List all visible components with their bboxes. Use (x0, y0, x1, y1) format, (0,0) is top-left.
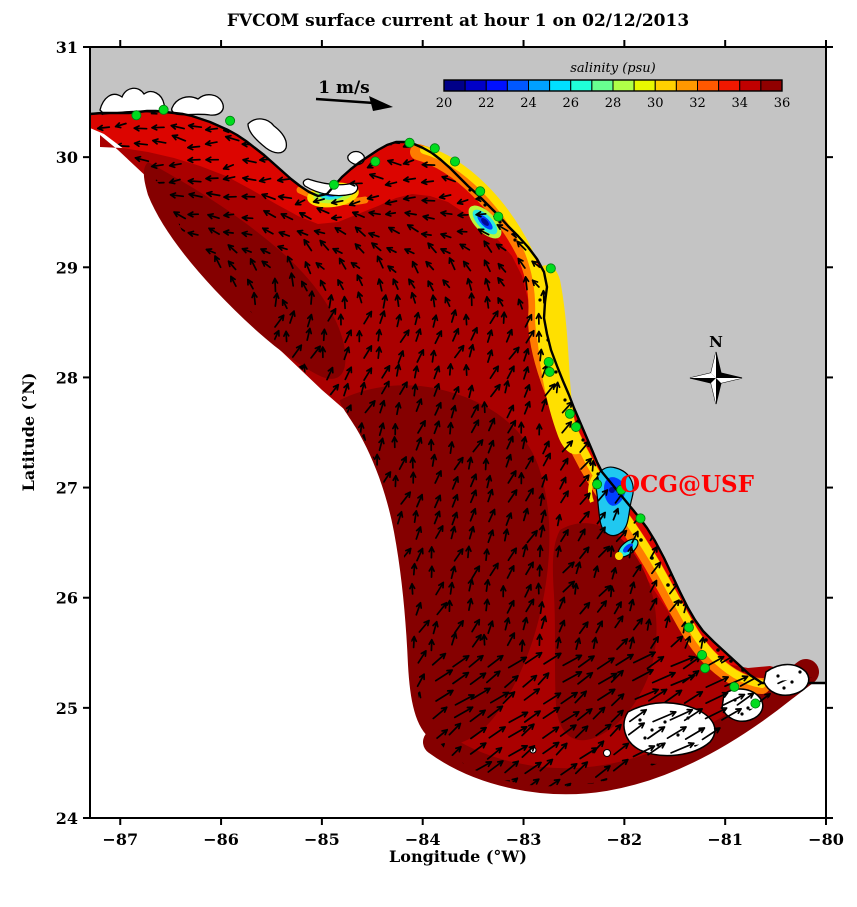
station-dot (429, 143, 440, 154)
station-dot (616, 484, 627, 495)
colorbar-tick-label: 22 (478, 96, 495, 111)
colorbar-cell (570, 79, 593, 92)
colorbar-cell (528, 79, 551, 92)
station-dot (683, 622, 694, 633)
station-dot (370, 156, 381, 167)
station-dot (697, 650, 708, 661)
colorbar-cell (464, 79, 487, 92)
compass-rose: N (689, 333, 743, 405)
x-tick-label: −85 (304, 830, 340, 849)
station-dot (635, 513, 646, 524)
station-dot (493, 211, 504, 222)
station-dot (700, 663, 711, 674)
tampa-bay (588, 466, 634, 537)
colorbar-tick-label: 36 (774, 96, 791, 111)
colorbar-label: salinity (psu) (570, 61, 655, 76)
x-tick-label: −87 (102, 830, 138, 849)
x-tick-label: −84 (405, 830, 441, 849)
station-dot (543, 356, 554, 367)
colorbar-cell (675, 79, 698, 92)
y-tick-label: 26 (56, 589, 78, 608)
salinity-band-36-south (552, 523, 657, 741)
station-dot (592, 479, 603, 490)
station-dot (750, 698, 761, 709)
station-dot (225, 115, 236, 126)
station-dot (544, 366, 555, 377)
colorbar-cell (443, 79, 466, 92)
station-dot (571, 421, 582, 432)
salinity-band-36-nw (143, 162, 346, 379)
colorbar-tick-label: 30 (647, 96, 664, 111)
compass-n-label: N (709, 333, 723, 351)
axes: −87 −86 −85 −84 −83 −82 −81 −80 31 30 29 28 27 26 25 24 (56, 38, 844, 849)
station-dot (545, 263, 556, 274)
colorbar-cell (718, 79, 741, 92)
colorbar-tick-label: 28 (605, 96, 622, 111)
plot-border (89, 46, 827, 819)
station-dot (158, 104, 169, 115)
station-dot (449, 156, 460, 167)
watermark-label: OCG@USF (620, 471, 755, 498)
colorbar-cell (654, 79, 677, 92)
colorbar-cell (485, 79, 508, 92)
colorbar-tick-label: 24 (520, 96, 537, 111)
colorbar-tick-label: 26 (562, 96, 579, 111)
x-tick-label: −81 (707, 830, 743, 849)
y-axis-label: Latitude (°N) (19, 373, 38, 492)
scale-arrowhead (369, 96, 393, 111)
colorbar-cell (697, 79, 720, 92)
colorbar-cell (612, 79, 635, 92)
st-andrew-bay (247, 118, 288, 154)
plot-title: FVCOM surface current at hour 1 on 02/12… (227, 11, 689, 31)
x-tick-label: −82 (607, 830, 643, 849)
station-markers (131, 104, 761, 709)
y-tick-label: 30 (56, 148, 78, 167)
station-dot (475, 186, 486, 197)
y-tick-label: 27 (56, 479, 78, 498)
y-tick-label: 28 (56, 368, 78, 387)
station-dot (564, 408, 575, 419)
colorbar-cell (549, 79, 572, 92)
colorbar-tick-label: 34 (731, 96, 748, 111)
station-dot (328, 179, 339, 190)
colorbar-cell (739, 79, 762, 92)
colorbar-tick-label: 32 (689, 96, 706, 111)
colorbar-cell (633, 79, 656, 92)
charlotte-harbor (615, 538, 639, 560)
colorbar-cell (506, 79, 529, 92)
x-tick-label: −83 (506, 830, 542, 849)
colorbar-tick-label: 20 (436, 96, 453, 111)
colorbar-cell (760, 79, 783, 92)
y-tick-label: 31 (56, 38, 78, 57)
station-dot (404, 137, 415, 148)
y-tick-label: 29 (56, 258, 78, 277)
y-tick-label: 25 (56, 699, 78, 718)
station-dot (729, 681, 740, 692)
station-dot (131, 110, 142, 121)
scale-arrow: 1 m/s (315, 78, 393, 111)
salinity-band-36-central (340, 385, 550, 745)
x-tick-label: −80 (808, 830, 844, 849)
scale-arrow-label: 1 m/s (318, 78, 370, 98)
coast-speckles (468, 188, 745, 672)
x-tick-label: −86 (203, 830, 239, 849)
colorbar-frame (443, 79, 783, 92)
colorbar-cell (591, 79, 614, 92)
x-axis-label: Longitude (°W) (389, 847, 527, 866)
y-tick-label: 24 (56, 809, 78, 828)
estuaries (99, 87, 639, 560)
colorbar: 20 22 24 26 28 30 32 34 36 (436, 79, 791, 111)
